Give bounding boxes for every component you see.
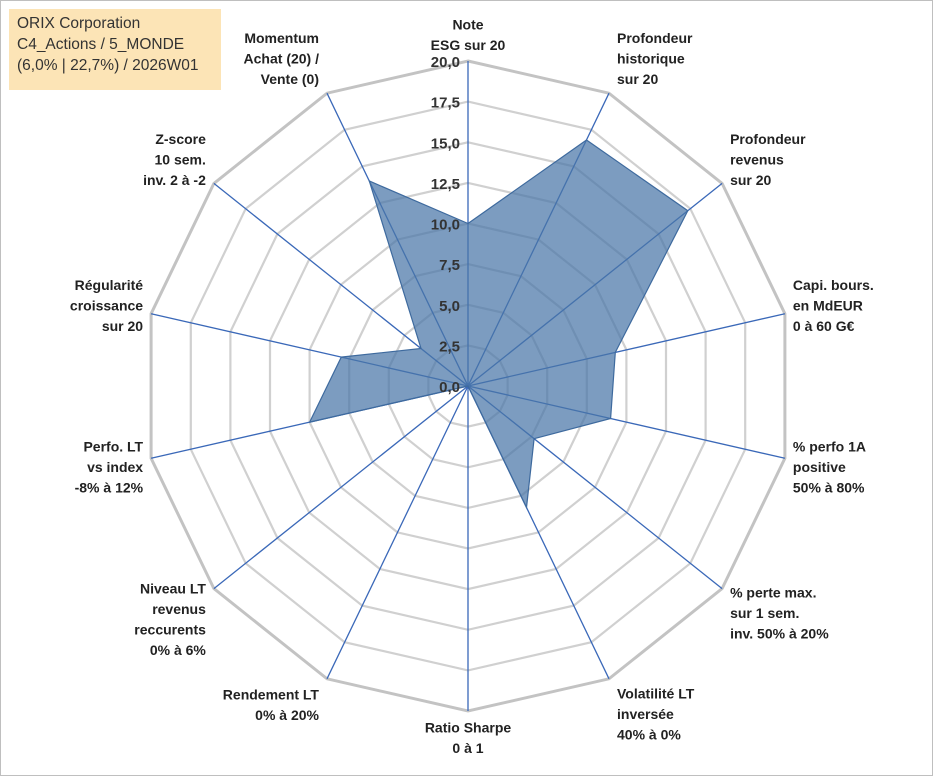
tick-label: 10,0 <box>431 217 460 234</box>
axis-label: Note ESG sur 20 <box>431 17 506 54</box>
series-area <box>308 139 689 510</box>
axis-label: Volatilité LT inversée 40% à 0% <box>617 686 695 743</box>
axis-label: Régularité croissance sur 20 <box>70 277 143 334</box>
axis-label-line: 0 à 1 <box>452 740 483 756</box>
tick-label: 7,5 <box>439 257 460 274</box>
axis-label: Profondeur revenus sur 20 <box>730 131 806 188</box>
axis-label-line: sur 1 sem. <box>730 605 799 621</box>
axis-label-line: sur 20 <box>102 318 143 334</box>
axis-label-line: revenus <box>152 601 206 617</box>
axis-label-line: 0% à 20% <box>255 707 319 723</box>
axis-label-line: en MdEUR <box>793 297 863 313</box>
axis-label-line: 10 sem. <box>155 152 206 168</box>
axis-label: Capi. bours. en MdEUR 0 à 60 G€ <box>793 277 874 334</box>
tick-label: 12,5 <box>431 176 460 193</box>
axis-label-line: sur 20 <box>617 71 658 87</box>
axis-label-line: Ratio Sharpe <box>425 720 512 736</box>
axis-spoke <box>326 385 469 680</box>
axis-label-line: inversée <box>617 706 674 722</box>
axis-label-line: % perte max. <box>730 585 816 601</box>
axis-label-line: Régularité <box>75 277 144 293</box>
axis-label-line: Z-score <box>155 131 206 147</box>
axis-label-line: vs index <box>87 459 143 475</box>
tick-label: 15,0 <box>431 135 460 152</box>
axis-label-line: -8% à 12% <box>75 480 144 496</box>
axis-label-line: reccurents <box>134 622 206 638</box>
axis-label-line: ESG sur 20 <box>431 37 506 53</box>
axis-labels: Note ESG sur 20 Profondeur historique sur 20… <box>70 17 874 757</box>
axis-label-line: Niveau LT <box>140 581 206 597</box>
axis-label-line: 40% à 0% <box>617 727 681 743</box>
axis-label: % perte max. sur 1 sem. inv. 50% à 20% <box>730 585 829 642</box>
axis-label: Ratio Sharpe 0 à 1 <box>425 720 512 757</box>
tick-label: 0,0 <box>439 379 460 396</box>
stats-week: (6,0% | 22,7%) / 2026W01 <box>17 57 199 74</box>
axis-label-line: sur 20 <box>730 172 771 188</box>
axis-label-line: Volatilité LT <box>617 686 695 702</box>
axis-label-line: Profondeur <box>617 30 693 46</box>
axis-label: Rendement LT 0% à 20% <box>223 687 320 724</box>
axis-label-line: Profondeur <box>730 131 806 147</box>
axis-label-line: 50% à 80% <box>793 480 865 496</box>
axis-label: Profondeur historique sur 20 <box>617 30 693 87</box>
axis-label-line: 0 à 60 G€ <box>793 318 855 334</box>
axis-label: Z-score 10 sem. inv. 2 à -2 <box>143 131 206 188</box>
axis-label: Momentum Achat (20) / Vente (0) <box>244 30 320 87</box>
tick-label: 20,0 <box>431 54 460 71</box>
axis-label-line: Vente (0) <box>261 71 319 87</box>
radial-tick-labels: 0,0 2,5 5,0 7,5 10,0 12,5 15,0 17,5 20,0 <box>431 54 460 396</box>
axis-label: Niveau LT revenus reccurents 0% à 6% <box>134 581 206 659</box>
tick-label: 5,0 <box>439 298 460 315</box>
axis-label: Perfo. LT vs index -8% à 12% <box>75 439 144 496</box>
axis-label-line: Capi. bours. <box>793 277 874 293</box>
company-name: ORIX Corporation <box>17 15 141 32</box>
tick-label: 17,5 <box>431 95 460 112</box>
axis-label-line: inv. 50% à 20% <box>730 626 829 642</box>
axis-label-line: % perfo 1A <box>793 439 866 455</box>
axis-label-line: positive <box>793 459 846 475</box>
portfolio-name: C4_Actions / 5_MONDE <box>17 36 185 53</box>
axis-label-line: croissance <box>70 297 143 313</box>
axis-label-line: Momentum <box>244 30 319 46</box>
info-box: ORIX Corporation C4_Actions / 5_MONDE (6… <box>9 9 221 90</box>
axis-label-line: revenus <box>730 152 784 168</box>
axis-label-line: inv. 2 à -2 <box>143 172 206 188</box>
axis-label-line: Rendement LT <box>223 687 320 703</box>
axis-spoke <box>213 385 469 590</box>
radar-series <box>308 139 689 510</box>
axis-label-line: 0% à 6% <box>150 642 207 658</box>
axis-label-line: Achat (20) / <box>244 51 320 67</box>
axis-label-line: Note <box>452 17 483 33</box>
axis-label: % perfo 1A positive 50% à 80% <box>793 439 866 496</box>
tick-label: 2,5 <box>439 338 460 355</box>
axis-label-line: historique <box>617 51 685 67</box>
axis-label-line: Perfo. LT <box>83 439 143 455</box>
